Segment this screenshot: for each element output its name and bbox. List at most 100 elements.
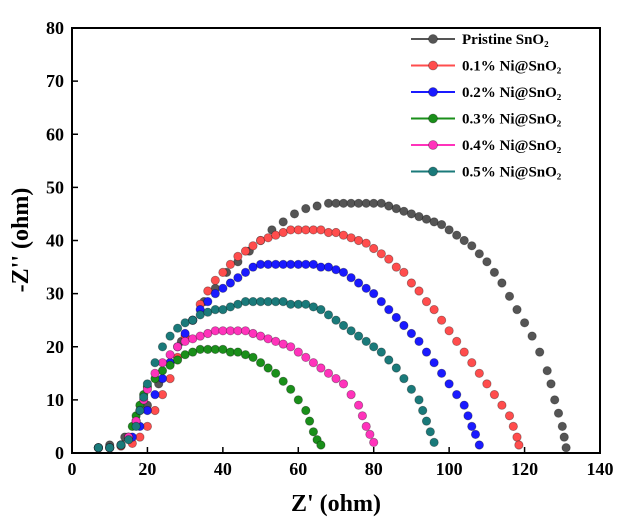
data-point xyxy=(470,429,481,439)
legend-item: 0.2% Ni@SnO₂ xyxy=(411,85,562,101)
data-point xyxy=(497,278,507,288)
data-point xyxy=(369,342,379,352)
y-tick-label: 50 xyxy=(46,177,64,197)
data-point xyxy=(376,296,386,307)
data-point xyxy=(535,347,545,357)
legend-marker xyxy=(428,60,438,71)
data-point xyxy=(203,328,213,339)
legend-item: 0.4% Ni@SnO₂ xyxy=(411,138,562,154)
data-point xyxy=(308,427,318,437)
data-point xyxy=(248,352,258,362)
data-point xyxy=(248,262,258,272)
y-tick-label: 40 xyxy=(46,231,64,251)
data-point xyxy=(180,350,190,360)
data-point xyxy=(482,257,492,267)
data-point xyxy=(346,326,356,336)
data-point xyxy=(195,331,205,341)
data-point xyxy=(271,230,281,240)
data-point xyxy=(444,326,454,336)
data-point xyxy=(384,355,394,365)
data-point xyxy=(150,405,160,416)
data-point xyxy=(323,368,334,378)
data-point xyxy=(278,227,288,238)
data-point xyxy=(142,379,152,389)
data-point xyxy=(421,214,432,224)
data-point xyxy=(331,227,341,238)
data-point xyxy=(263,363,273,373)
data-point xyxy=(233,326,243,336)
data-point xyxy=(255,358,266,368)
data-point xyxy=(255,235,266,246)
data-point xyxy=(248,241,258,251)
data-point xyxy=(195,344,205,354)
data-point xyxy=(474,440,484,450)
data-point xyxy=(399,320,409,331)
data-point xyxy=(271,336,281,346)
x-tick-label: 20 xyxy=(138,459,156,479)
data-point xyxy=(399,373,409,384)
data-point xyxy=(429,358,439,368)
y-tick-label: 0 xyxy=(55,443,64,463)
data-point xyxy=(338,379,349,389)
data-point xyxy=(331,315,341,325)
y-tick-label: 80 xyxy=(46,18,64,38)
x-tick-label: 60 xyxy=(289,459,307,479)
legend-label: 0.5% Ni@SnO₂ xyxy=(462,165,562,181)
data-point xyxy=(173,342,183,352)
data-point xyxy=(188,347,198,357)
data-point xyxy=(414,336,424,346)
data-point xyxy=(301,204,311,214)
data-point xyxy=(452,336,462,346)
data-point xyxy=(188,315,198,325)
data-point xyxy=(210,326,220,336)
data-point xyxy=(240,350,251,360)
data-point xyxy=(150,389,160,400)
data-point xyxy=(301,405,311,416)
data-point xyxy=(240,326,251,336)
data-point xyxy=(210,288,220,299)
data-point xyxy=(210,344,220,354)
data-point xyxy=(508,421,518,431)
data-point xyxy=(263,334,273,344)
data-point xyxy=(165,350,175,360)
data-point xyxy=(203,307,213,317)
data-point xyxy=(135,405,145,416)
series-2 xyxy=(93,259,484,453)
data-point xyxy=(225,259,235,269)
data-point xyxy=(225,278,235,288)
data-point xyxy=(286,299,296,309)
data-point xyxy=(316,304,326,315)
data-point xyxy=(514,440,524,450)
y-tick-label: 10 xyxy=(46,390,64,410)
data-point xyxy=(165,331,175,341)
data-point xyxy=(278,376,288,386)
legend-item: Pristine SnO₂ xyxy=(411,32,549,48)
data-point xyxy=(293,395,303,405)
legend-marker xyxy=(428,140,438,150)
data-point xyxy=(316,440,326,450)
data-point xyxy=(436,368,447,378)
data-point xyxy=(414,395,424,405)
data-point xyxy=(467,421,477,431)
data-point xyxy=(376,249,386,259)
data-point xyxy=(399,267,409,277)
data-point xyxy=(353,235,364,246)
data-point xyxy=(338,320,349,331)
data-point xyxy=(312,201,322,211)
data-point xyxy=(504,291,515,301)
data-point xyxy=(353,400,364,410)
data-point xyxy=(278,339,288,349)
data-point xyxy=(323,262,334,272)
data-point xyxy=(489,267,499,277)
data-point xyxy=(353,198,364,208)
data-point xyxy=(338,198,349,208)
data-point xyxy=(278,296,288,307)
series-5 xyxy=(93,296,439,453)
data-point xyxy=(286,384,296,394)
data-point xyxy=(519,318,530,328)
data-point xyxy=(436,315,447,325)
data-point xyxy=(406,328,416,339)
data-point xyxy=(346,233,356,243)
data-point xyxy=(301,225,311,235)
